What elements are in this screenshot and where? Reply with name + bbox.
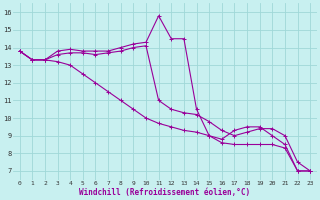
X-axis label: Windchill (Refroidissement éolien,°C): Windchill (Refroidissement éolien,°C) (79, 188, 251, 197)
